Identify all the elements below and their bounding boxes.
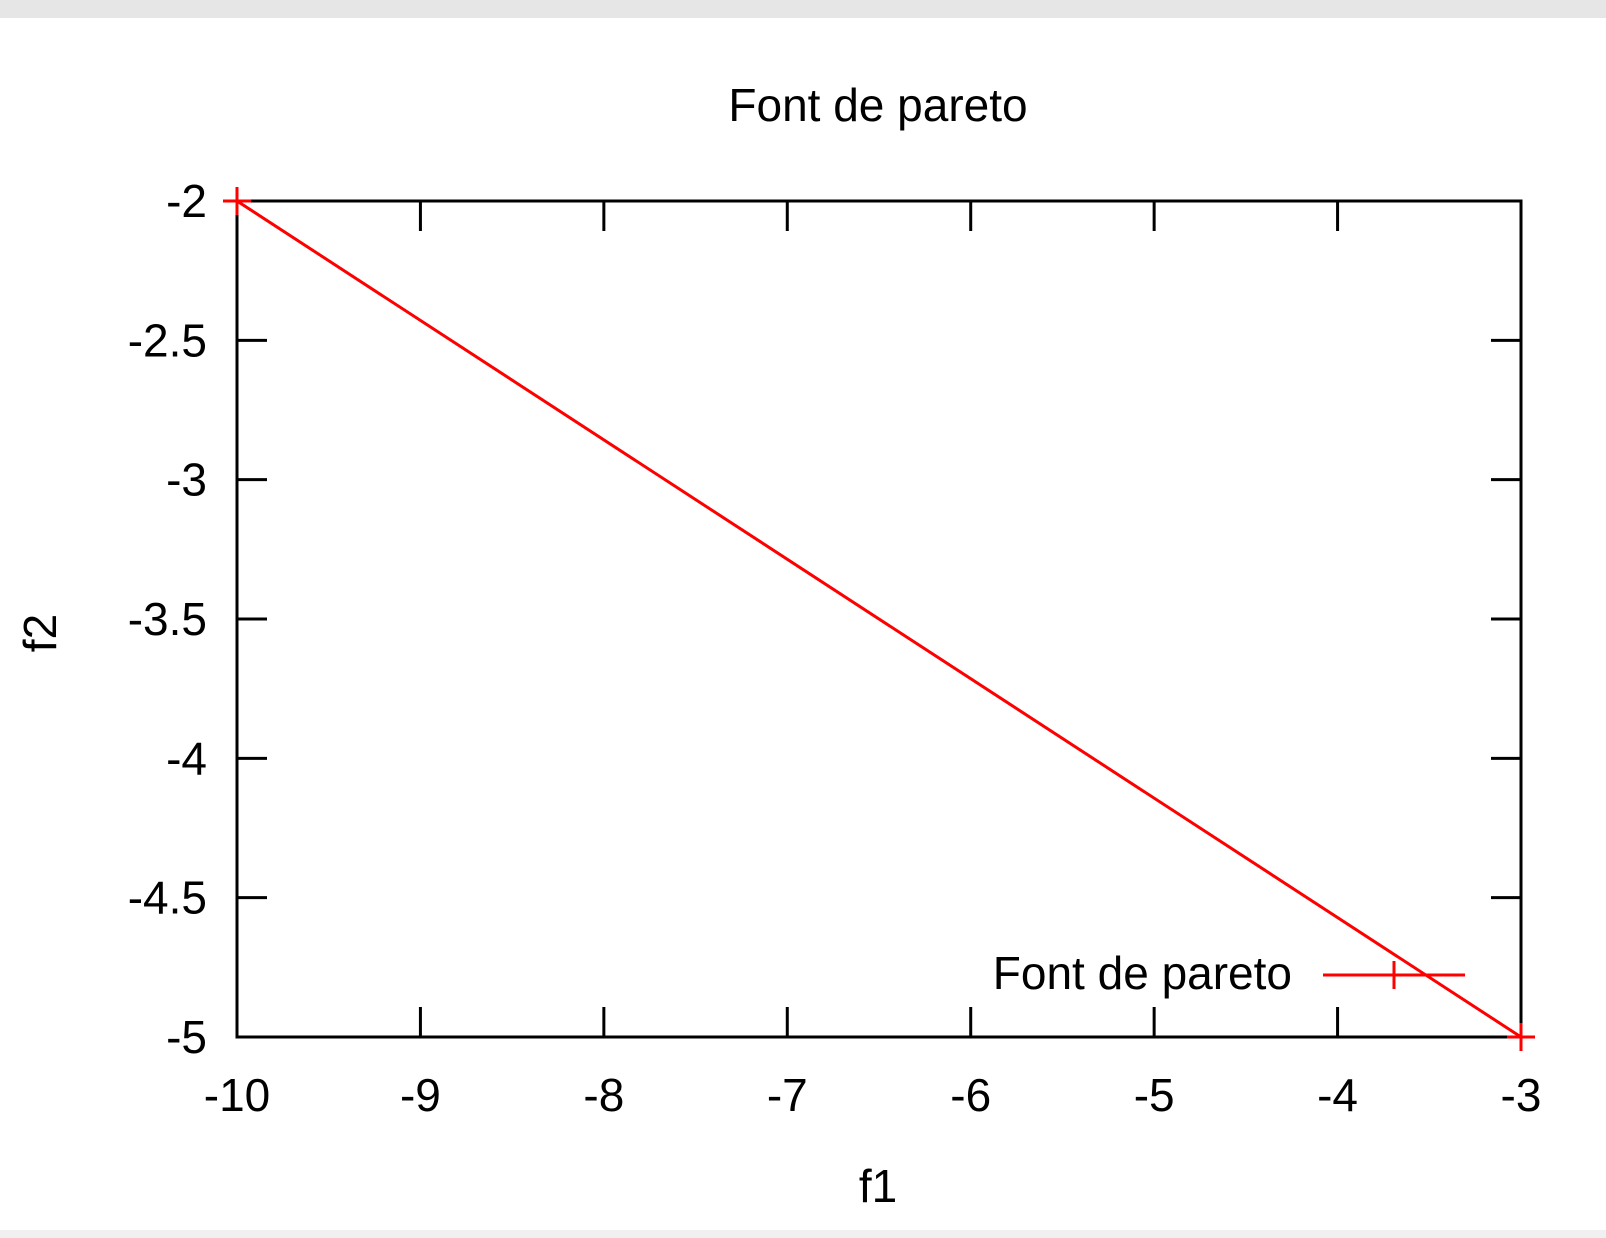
y-tick-label: -4.5	[128, 872, 207, 924]
data-point-marker	[1507, 1023, 1535, 1051]
bottom-band	[0, 1230, 1606, 1238]
x-tick-label: -6	[950, 1069, 991, 1121]
x-tick-label: -9	[400, 1069, 441, 1121]
x-axis-label: f1	[859, 1160, 897, 1212]
top-band	[0, 0, 1606, 18]
y-tick-label: -2	[166, 175, 207, 227]
x-tick-label: -10	[204, 1069, 270, 1121]
y-tick-label: -3	[166, 454, 207, 506]
chart-title: Font de pareto	[728, 79, 1027, 131]
series-layer	[223, 187, 1535, 1051]
x-tick-label: -7	[767, 1069, 808, 1121]
y-axis-label: f2	[14, 614, 66, 652]
y-tick-label: -2.5	[128, 314, 207, 366]
legend-label: Font de pareto	[993, 947, 1292, 999]
x-tick-label: -3	[1501, 1069, 1542, 1121]
x-tick-label: -5	[1134, 1069, 1175, 1121]
series-line	[236, 199, 1522, 1039]
data-point-marker	[223, 187, 251, 215]
x-axis-ticks: -10 -9 -8 -7 -6 -5 -4 -3	[204, 201, 1542, 1121]
x-tick-label: -4	[1317, 1069, 1358, 1121]
legend: Font de pareto	[993, 947, 1465, 999]
y-tick-label: -3.5	[128, 593, 207, 645]
y-tick-label: -4	[166, 732, 207, 784]
y-tick-label: -5	[166, 1011, 207, 1063]
x-tick-label: -8	[583, 1069, 624, 1121]
y-axis-ticks: -2 -2.5 -3 -3.5 -4 -4.5 -5	[128, 175, 1521, 1063]
